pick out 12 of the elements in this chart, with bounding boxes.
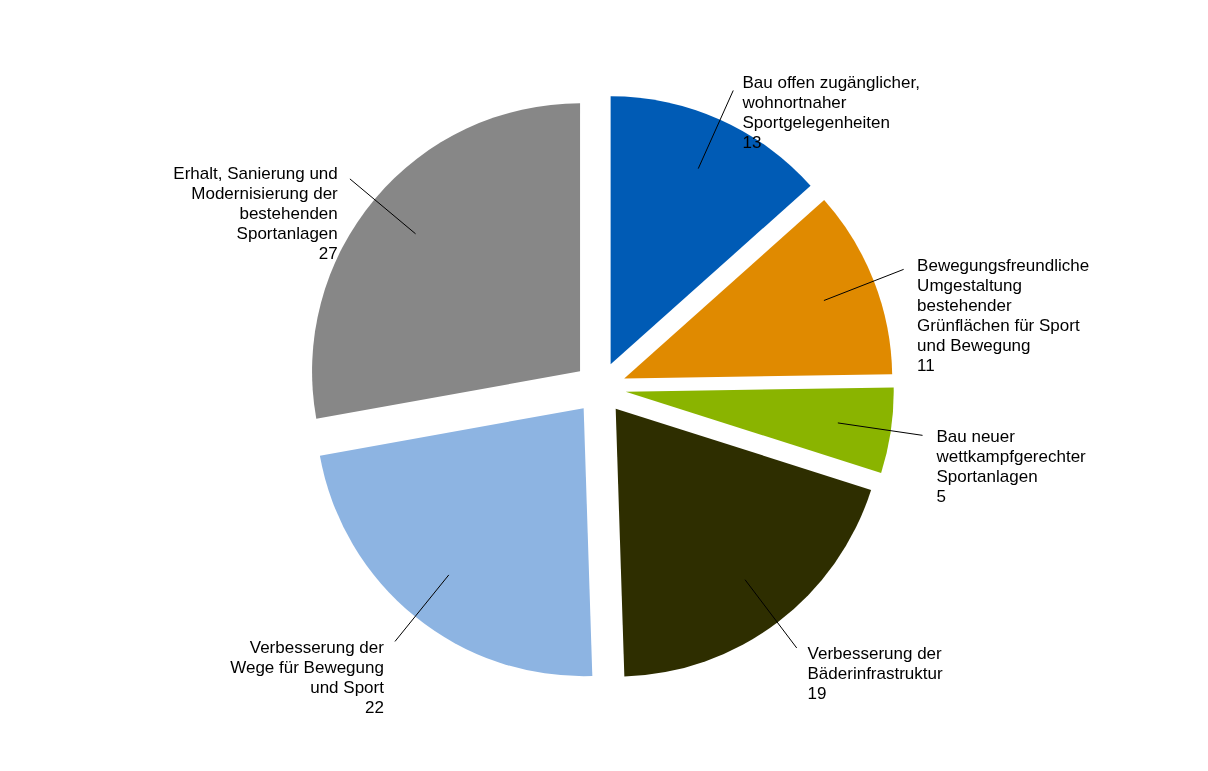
slice-label: Bewegungsfreundliche Umgestaltung bestehender Grünflächen für Sport und Bewegung: [917, 256, 1090, 356]
slice-label: Bau offen zugänglicher, wohnortnaher Sportgelegenheiten: [741, 73, 920, 133]
data-label: 5: [936, 486, 946, 506]
data-label: 19: [807, 684, 827, 704]
data-label: 11: [917, 356, 935, 376]
slice-label: Verbesserung der Wege für Bewegung und Sport: [230, 637, 385, 697]
slice-label: Bau neuer wettkampfgerechter Sportanlagen: [935, 426, 1087, 486]
slice-label: Erhalt, Sanierung und Modernisierung der bestehenden Sportanlagen: [173, 163, 339, 243]
data-label: 13: [742, 133, 762, 153]
slice-label: Verbesserung der Bäderinfrastruktur: [807, 644, 943, 684]
data-label: 27: [318, 243, 338, 263]
data-label: 22: [365, 697, 384, 717]
